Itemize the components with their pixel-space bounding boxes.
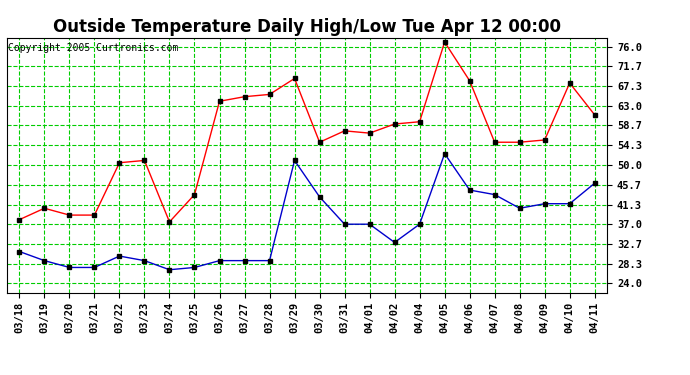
Text: Copyright 2005 Curtronics.com: Copyright 2005 Curtronics.com bbox=[8, 43, 179, 52]
Title: Outside Temperature Daily High/Low Tue Apr 12 00:00: Outside Temperature Daily High/Low Tue A… bbox=[53, 18, 561, 36]
